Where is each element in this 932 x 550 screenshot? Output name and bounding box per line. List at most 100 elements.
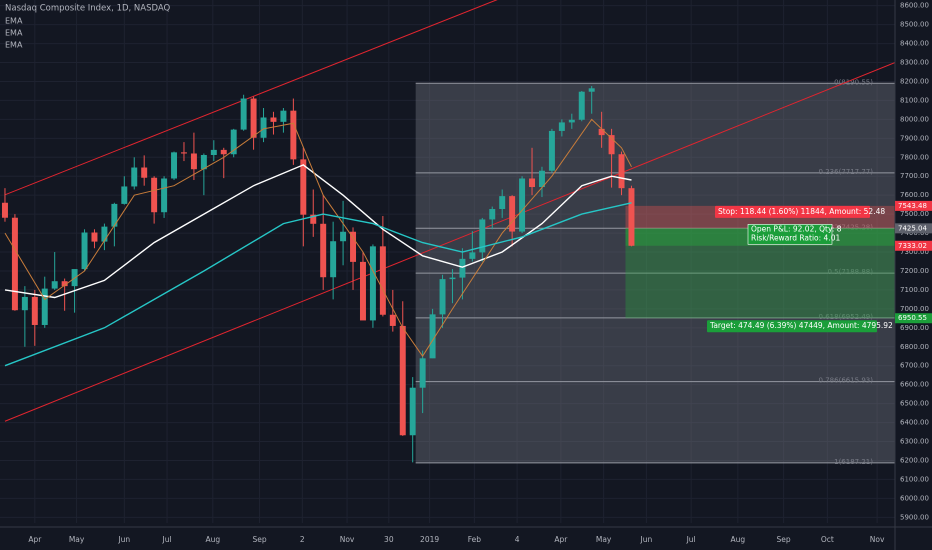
y-tick-label: 8400.00 — [900, 40, 929, 48]
candle-body — [240, 98, 247, 130]
candle-body — [171, 152, 178, 179]
x-tick-label: Feb — [468, 535, 482, 544]
y-tick-label: 7200.00 — [900, 267, 929, 275]
candle-body — [499, 196, 506, 210]
candle-body — [330, 241, 337, 278]
x-tick-label: May — [596, 535, 612, 544]
y-tick-label: 7300.00 — [900, 248, 929, 256]
fib-label: 1(6187.21) — [834, 458, 873, 466]
x-tick-label: Jul — [686, 535, 696, 544]
y-tick-label: 8000.00 — [900, 115, 929, 123]
indicator-label: EMA — [5, 29, 23, 38]
candle-body — [538, 170, 545, 188]
ema-line — [4, 164, 632, 299]
stop-label: Stop: 118.44 (1.60%) 11844, Amount: 52.4… — [718, 207, 885, 216]
candle-body — [220, 149, 227, 155]
y-tick-label: 6400.00 — [900, 419, 929, 427]
y-tick-label: 6900.00 — [900, 324, 929, 332]
x-tick-label: 4 — [515, 535, 520, 544]
candle-body — [350, 231, 357, 262]
stop-label-box — [715, 205, 870, 218]
candle-body — [439, 279, 446, 315]
y-tick-label: 8500.00 — [900, 21, 929, 29]
candle-body — [310, 214, 317, 224]
candle-body — [91, 232, 98, 242]
x-tick-label: 30 — [384, 535, 394, 544]
y-tick-label: 6300.00 — [900, 438, 929, 446]
y-tick-label: 8100.00 — [900, 96, 929, 104]
y-tick-label: 7900.00 — [900, 134, 929, 142]
y-tick-label: 7100.00 — [900, 286, 929, 294]
candle-body — [369, 246, 376, 321]
x-tick-label: Nov — [870, 535, 885, 544]
chart-title: Nasdaq Composite Index, 1D, NASDAQ — [5, 4, 171, 14]
ema-line — [4, 202, 632, 367]
candle-body — [578, 91, 585, 120]
candle-body — [618, 154, 625, 189]
x-tick-label: Aug — [205, 535, 220, 544]
candle-body — [81, 232, 88, 270]
candle-body — [131, 167, 138, 187]
y-tick-label: 7700.00 — [900, 172, 929, 180]
candle-body — [141, 167, 148, 178]
y-tick-label: 6600.00 — [900, 381, 929, 389]
candle-body — [429, 314, 436, 359]
candle-body — [529, 178, 536, 188]
candle-body — [519, 178, 526, 232]
fib-label: 0.382(7425.28) — [819, 223, 874, 231]
target-label-box — [707, 320, 877, 333]
y-tick-label: 7500.00 — [900, 210, 929, 218]
candle-body — [260, 117, 267, 138]
ema-line — [4, 118, 632, 358]
candle-body — [151, 177, 158, 213]
plot: 0(8190.55) 0.236(7717.77) 0.382(7425.28) 0.… — [0, 0, 896, 523]
fib-label: 0.618(6952.49) — [819, 313, 874, 321]
x-tick-label: Sep — [777, 535, 791, 544]
candle-body — [280, 110, 287, 122]
candle-body — [11, 217, 18, 311]
candle-body — [270, 117, 277, 122]
x-tick-label: Aug — [731, 535, 746, 544]
y-tick-label: 6800.00 — [900, 343, 929, 351]
indicator-label: EMA — [5, 17, 23, 26]
x-tick-label: Jun — [117, 535, 130, 544]
candle-body — [300, 159, 307, 215]
pnl-label: Open P&L: 92.02, Qty: 8 — [751, 224, 842, 233]
candle-body — [200, 155, 207, 170]
x-tick-label: Jul — [162, 535, 172, 544]
candle-body — [101, 226, 108, 242]
y-tick-label: 8200.00 — [900, 77, 929, 85]
candle-body — [250, 98, 257, 138]
x-tick-label: Sep — [252, 535, 266, 544]
fib-label: 0.786(6615.93) — [819, 377, 874, 385]
candle-body — [210, 149, 217, 156]
x-tick-label: Apr — [28, 535, 42, 544]
price-tag-box — [895, 200, 932, 211]
candle-body — [608, 135, 615, 155]
candle-body — [558, 122, 565, 131]
pnl-box — [747, 224, 833, 245]
candle-body — [161, 178, 168, 213]
x-tick-label: 2 — [300, 535, 305, 544]
candle-body — [230, 129, 237, 155]
candle-body — [290, 110, 297, 160]
candle-body — [320, 223, 327, 278]
candle-body — [449, 277, 456, 280]
y-tick-label: 7800.00 — [900, 153, 929, 161]
price-tag: 7333.02 — [898, 242, 927, 250]
y-tick-label: 6100.00 — [900, 475, 929, 483]
candle-body — [409, 387, 416, 436]
candle-body — [121, 186, 128, 204]
y-tick-label: 8600.00 — [900, 2, 929, 10]
candle-body — [41, 288, 48, 325]
candle-body — [479, 219, 486, 253]
candle-body — [598, 128, 605, 136]
candle-body — [21, 296, 28, 311]
price-tag: 7425.04 — [898, 224, 927, 232]
indicator-label: EMA — [5, 41, 23, 50]
rr-label: Risk/Reward Ratio: 4.01 — [751, 233, 840, 242]
y-tick-label: 6500.00 — [900, 400, 929, 408]
candle-body — [389, 314, 396, 326]
